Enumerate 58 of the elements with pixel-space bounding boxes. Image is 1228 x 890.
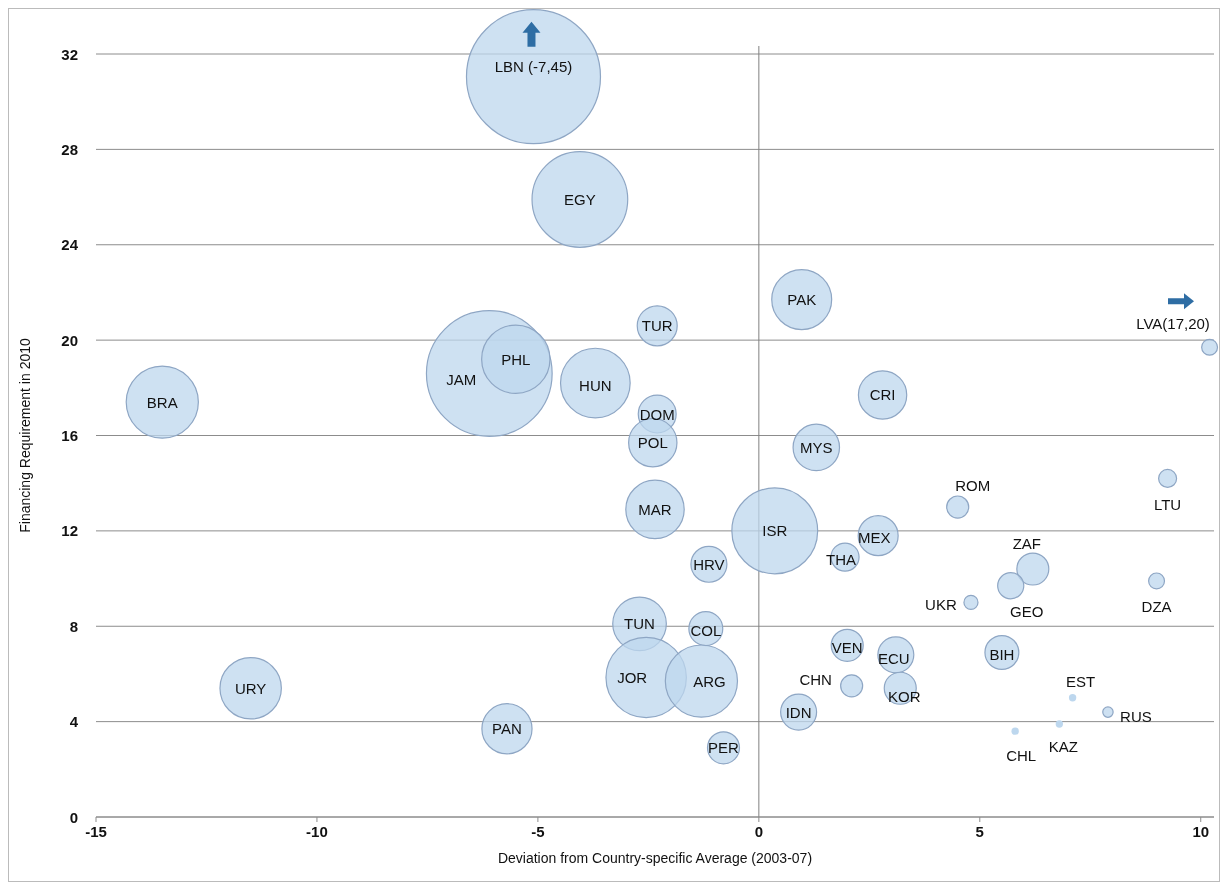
series-label: ZAF (1012, 534, 1041, 552)
y-tick-label: 8 (69, 617, 78, 635)
series-label: LTU (1153, 495, 1182, 513)
series-label: GEO (1010, 603, 1044, 621)
series-label: EGY (564, 190, 596, 208)
series-label: KOR (888, 687, 921, 705)
series-label: EST (1066, 673, 1096, 691)
series-label: DZA (1141, 598, 1172, 616)
x-tick-label: 10 (1192, 823, 1210, 840)
series-label: BIH (989, 645, 1015, 663)
series-label: ROM (955, 476, 991, 494)
series-label: JOR (617, 669, 648, 687)
series-label: PER (708, 739, 740, 757)
series-label: KAZ (1048, 737, 1078, 755)
y-tick-label: 20 (61, 331, 78, 349)
series-label: PAN (492, 720, 522, 738)
series-label: URY (234, 679, 267, 697)
x-tick-label: 5 (975, 823, 984, 840)
series-label: HUN (579, 376, 612, 394)
y-tick-label: 16 (61, 427, 78, 444)
series-label: PAK (787, 291, 817, 309)
x-tick-label: -10 (306, 823, 328, 840)
series-label: VEN (831, 638, 863, 656)
series-label: CHL (1006, 746, 1037, 764)
y-tick-label: 28 (61, 140, 78, 158)
series-label: CRI (869, 386, 896, 404)
series-label: ECU (878, 650, 910, 668)
series-label: LVA(17,20) (1136, 314, 1210, 332)
series-label: MYS (800, 438, 833, 456)
series-label: THA (826, 550, 857, 568)
series-label: UKR (925, 595, 957, 613)
series-label: TUN (624, 615, 655, 633)
series-label: PHL (501, 350, 531, 368)
series-label: RUS (1120, 707, 1152, 725)
series-label: COL (690, 622, 722, 640)
series-label: CHN (799, 671, 832, 689)
series-label: ARG (693, 672, 726, 690)
x-axis-title: Deviation from Country-specific Average (2003-07) (497, 850, 813, 866)
series-label: TUR (641, 317, 673, 335)
x-tick-label: -5 (531, 823, 545, 840)
series-label: DOM (639, 405, 675, 423)
x-tick-label: 0 (754, 823, 764, 840)
series-label: MEX (857, 529, 891, 547)
series-label: LBN (-7,45) (494, 58, 573, 76)
y-tick-label: 32 (61, 45, 78, 63)
series-label: HRV (693, 555, 725, 573)
series-label: JAM (446, 371, 477, 389)
y-tick-label: 4 (69, 713, 79, 731)
y-axis-title: Financing Requirement in 2010 (17, 338, 33, 533)
x-tick-label: -15 (85, 823, 107, 840)
series-label: ISR (762, 522, 788, 540)
series-label: BRA (146, 393, 178, 411)
series-label: MAR (638, 500, 672, 518)
series-label: IDN (785, 703, 812, 721)
y-tick-label: 0 (69, 808, 78, 826)
y-tick-label: 24 (61, 236, 79, 254)
series-label: POL (637, 434, 668, 452)
y-tick-label: 12 (61, 522, 78, 540)
